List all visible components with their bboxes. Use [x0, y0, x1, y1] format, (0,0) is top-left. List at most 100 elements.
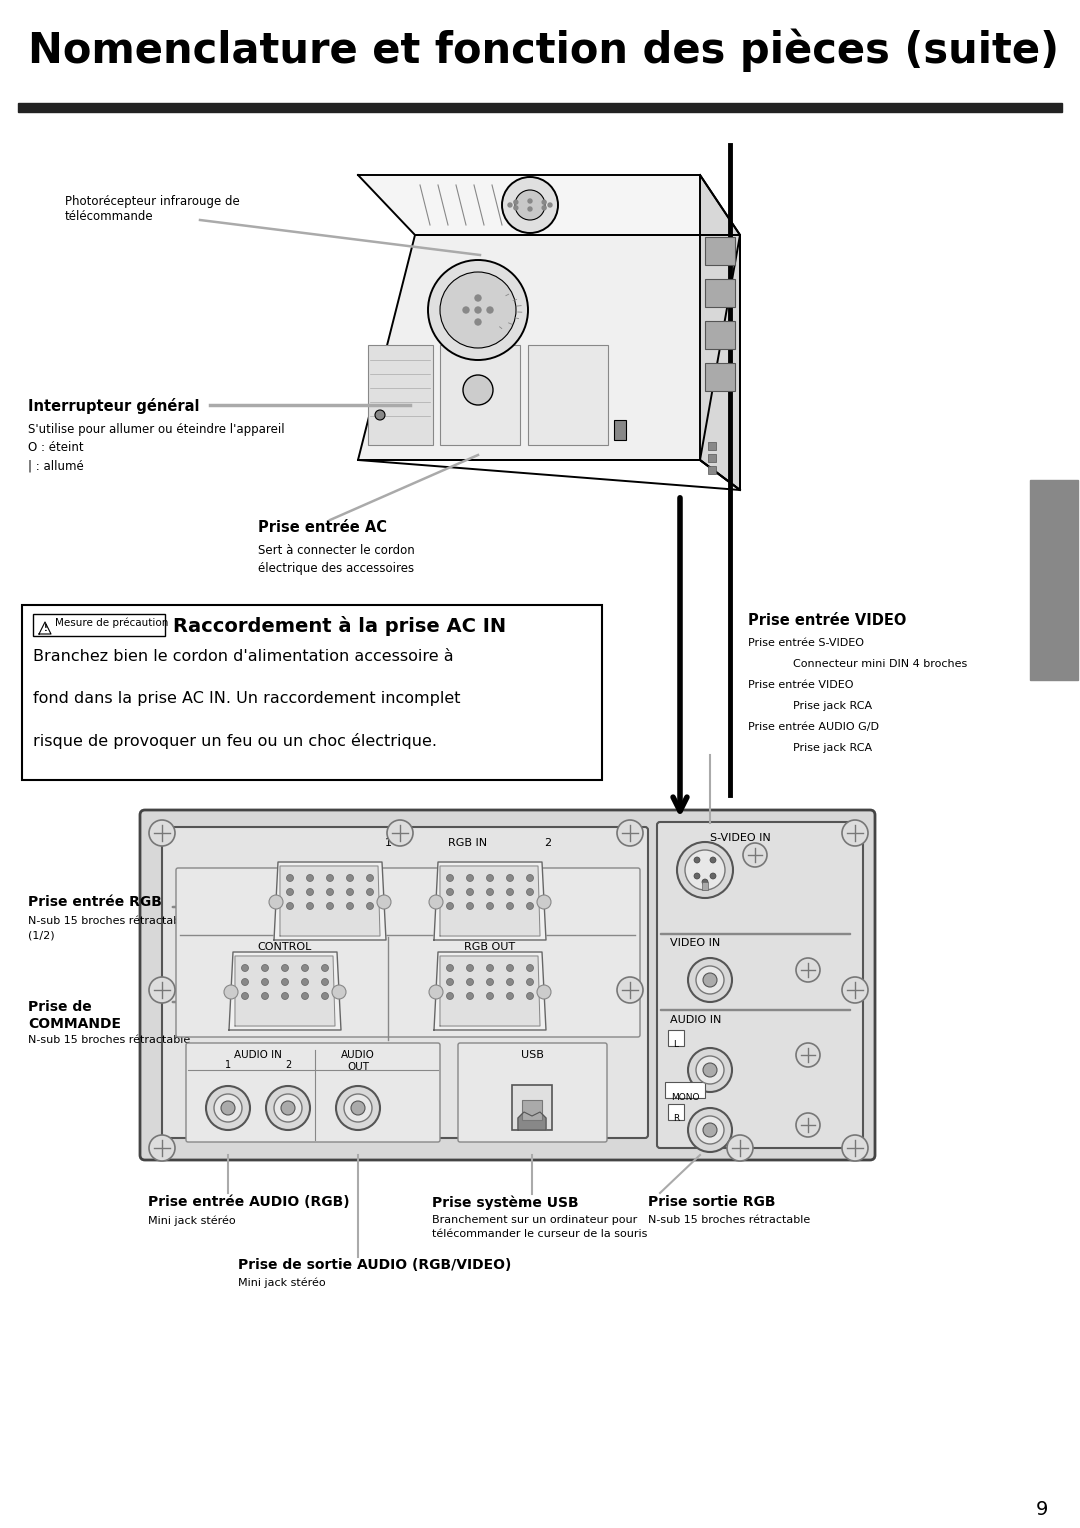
Circle shape: [542, 200, 546, 205]
Circle shape: [286, 903, 294, 909]
Text: Prise de
COMMANDE: Prise de COMMANDE: [28, 999, 121, 1031]
Circle shape: [527, 888, 534, 895]
Circle shape: [467, 874, 473, 882]
Circle shape: [206, 1086, 249, 1131]
Circle shape: [527, 993, 534, 999]
Bar: [512, 1085, 552, 1131]
Text: Prise jack RCA: Prise jack RCA: [793, 743, 873, 753]
Circle shape: [507, 874, 513, 882]
Circle shape: [446, 888, 454, 895]
Text: Branchement sur un ordinateur pour
télécommander le curseur de la souris: Branchement sur un ordinateur pour téléc…: [432, 1215, 647, 1239]
Circle shape: [322, 993, 328, 999]
Circle shape: [429, 895, 443, 909]
Text: MONO: MONO: [671, 1093, 699, 1102]
Text: Mini jack stéréo: Mini jack stéréo: [148, 1215, 235, 1225]
Circle shape: [301, 993, 309, 999]
Circle shape: [377, 895, 391, 909]
Text: Prise système USB: Prise système USB: [432, 1195, 579, 1210]
Circle shape: [387, 821, 413, 847]
Bar: [522, 1100, 542, 1120]
FancyBboxPatch shape: [458, 1044, 607, 1141]
Circle shape: [617, 821, 643, 847]
FancyBboxPatch shape: [140, 810, 875, 1160]
Text: 2: 2: [544, 837, 552, 848]
Text: risque de provoquer un feu ou un choc électrique.: risque de provoquer un feu ou un choc él…: [33, 733, 437, 749]
Bar: [705, 237, 735, 264]
Circle shape: [467, 903, 473, 909]
Circle shape: [486, 903, 494, 909]
Circle shape: [301, 964, 309, 972]
Circle shape: [467, 888, 473, 895]
Circle shape: [149, 821, 175, 847]
Circle shape: [702, 879, 708, 885]
Circle shape: [375, 410, 384, 420]
Circle shape: [696, 1056, 724, 1083]
Text: 1: 1: [225, 1060, 231, 1070]
Circle shape: [677, 842, 733, 898]
Circle shape: [286, 874, 294, 882]
Text: Photorécepteur infrarouge de
télécommande: Photorécepteur infrarouge de télécommand…: [65, 196, 240, 223]
Circle shape: [696, 1115, 724, 1144]
Circle shape: [507, 903, 513, 909]
Polygon shape: [440, 866, 540, 937]
Circle shape: [366, 888, 374, 895]
Bar: [528, 345, 608, 445]
Circle shape: [842, 1135, 868, 1161]
Text: L: L: [674, 1041, 678, 1050]
Bar: [33, 614, 165, 636]
FancyBboxPatch shape: [657, 822, 863, 1148]
Bar: [18, 102, 1062, 112]
Circle shape: [486, 888, 494, 895]
Circle shape: [326, 888, 334, 895]
Circle shape: [527, 903, 534, 909]
Circle shape: [221, 1102, 235, 1115]
Circle shape: [475, 307, 481, 313]
Circle shape: [261, 978, 269, 986]
Bar: [665, 1082, 705, 1099]
Circle shape: [486, 978, 494, 986]
Text: USB: USB: [521, 1050, 543, 1060]
Circle shape: [463, 374, 492, 405]
Circle shape: [429, 986, 443, 999]
Circle shape: [467, 964, 473, 972]
Circle shape: [467, 978, 473, 986]
Circle shape: [282, 964, 288, 972]
Text: S-VIDEO IN: S-VIDEO IN: [710, 833, 770, 843]
Text: Prise de sortie AUDIO (RGB/VIDEO): Prise de sortie AUDIO (RGB/VIDEO): [238, 1258, 511, 1271]
Bar: [615, 420, 626, 440]
Circle shape: [688, 1108, 732, 1152]
Circle shape: [508, 203, 512, 206]
Text: Interrupteur général: Interrupteur général: [28, 397, 200, 414]
Circle shape: [307, 888, 313, 895]
Polygon shape: [434, 952, 546, 1030]
Circle shape: [514, 206, 517, 209]
Bar: [705, 280, 735, 307]
Circle shape: [796, 1112, 820, 1137]
Circle shape: [446, 978, 454, 986]
Polygon shape: [357, 235, 740, 460]
Text: AUDIO
OUT: AUDIO OUT: [341, 1050, 375, 1073]
FancyBboxPatch shape: [162, 827, 648, 1138]
Text: Mesure de précaution: Mesure de précaution: [55, 617, 168, 628]
Text: RGB OUT: RGB OUT: [464, 941, 515, 952]
Bar: [708, 454, 716, 461]
Polygon shape: [518, 1112, 546, 1131]
Circle shape: [537, 895, 551, 909]
Bar: [705, 321, 735, 348]
Circle shape: [743, 843, 767, 866]
Circle shape: [467, 993, 473, 999]
Circle shape: [542, 206, 546, 209]
Text: Prise sortie RGB: Prise sortie RGB: [648, 1195, 775, 1209]
Bar: [669, 1030, 684, 1047]
Bar: [708, 466, 716, 474]
Polygon shape: [440, 957, 540, 1025]
Circle shape: [446, 993, 454, 999]
Text: RGB IN: RGB IN: [448, 837, 487, 848]
Circle shape: [307, 903, 313, 909]
Text: 2: 2: [285, 1060, 292, 1070]
Circle shape: [446, 903, 454, 909]
Text: VIDEO IN: VIDEO IN: [670, 938, 720, 947]
Circle shape: [282, 993, 288, 999]
Circle shape: [703, 1123, 717, 1137]
Text: Raccordement à la prise AC IN: Raccordement à la prise AC IN: [173, 616, 507, 636]
